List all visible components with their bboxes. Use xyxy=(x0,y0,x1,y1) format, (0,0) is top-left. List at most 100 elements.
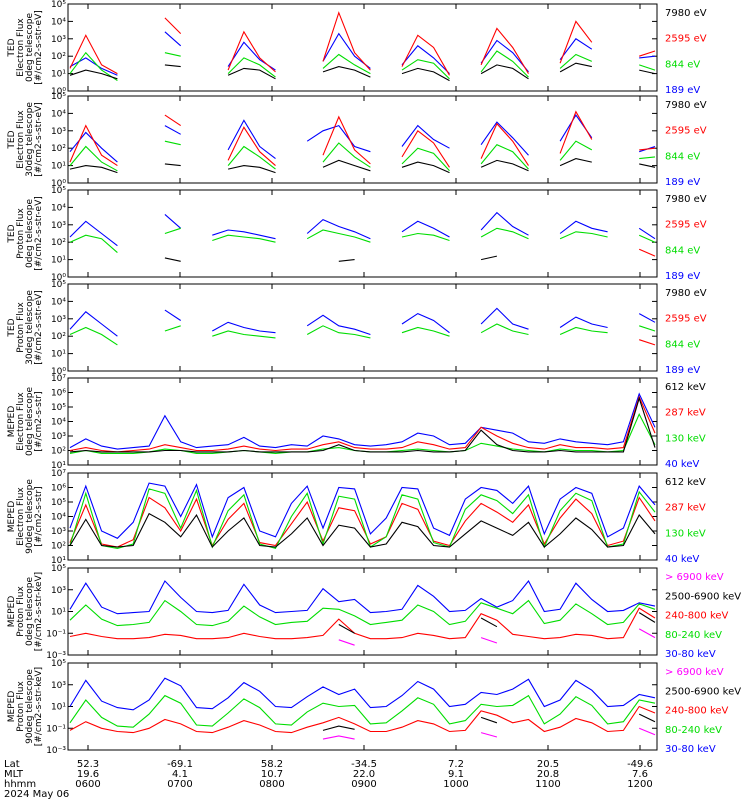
footer-mlt-value: 22.0 xyxy=(353,769,375,780)
ylabel-line: [#/cm2-s-str-eV] xyxy=(34,102,44,177)
ylabel-line: [#/cm2-s-str-eV] xyxy=(34,290,44,365)
y-tick-label: 10⁴ xyxy=(51,109,66,119)
legend-entry: > 6900 keV xyxy=(665,667,724,678)
y-tick-label: 10⁻³ xyxy=(46,746,66,756)
legend-entry: 2595 eV xyxy=(665,126,707,137)
legend-entry: 2595 eV xyxy=(665,314,707,325)
footer-hhmm-value: 1100 xyxy=(535,779,560,790)
panel-2: 10⁰ 10¹ 10² 10³ 10⁴ 10⁵ TEDProton Flux0deg tel… xyxy=(7,186,707,283)
footer-mlt-value: 19.6 xyxy=(77,769,99,780)
panel-0: 10⁰ 10¹ 10² 10³ 10⁴ 10⁵ TEDElectron Flux0deg t… xyxy=(7,0,707,97)
series-line-red xyxy=(69,395,656,453)
ylabel-line: 0deg telescope xyxy=(25,387,35,457)
legend-entry: > 6900 keV xyxy=(665,572,724,583)
legend-entry: 40 keV xyxy=(665,459,699,470)
y-tick-label: 10³ xyxy=(51,432,66,442)
series-line-green xyxy=(69,140,656,172)
legend-entry: 844 eV xyxy=(665,339,700,350)
panel-ylabel: MEPEDElectron Flux0deg telescope[#/cm2-s… xyxy=(7,387,44,457)
footer-mlt-value: 10.7 xyxy=(261,769,283,780)
legend-entry: 2500-6900 keV xyxy=(665,591,741,602)
y-tick-label: 10⁻¹ xyxy=(46,724,66,734)
ylabel-line: [#/cm2-s-str] xyxy=(34,391,44,451)
footer-lat-value: 20.5 xyxy=(537,759,559,770)
y-tick-label: 10⁰ xyxy=(51,367,66,377)
plot-frame xyxy=(67,3,658,92)
y-tick-label: 10¹ xyxy=(51,350,66,360)
y-tick-label: 10² xyxy=(51,238,66,248)
ylabel-line: Proton Flux xyxy=(16,208,26,259)
series-line-green xyxy=(69,227,656,254)
series-line-red xyxy=(69,607,656,640)
legend-entry: 130 keV xyxy=(665,528,706,539)
ylabel-line: Proton Flux xyxy=(16,302,26,353)
y-tick-label: 10⁻¹ xyxy=(46,629,66,639)
ylabel-line: Proton Flux xyxy=(16,681,26,732)
y-tick-label: 10² xyxy=(51,332,66,342)
series-line-red xyxy=(639,339,656,346)
footer-hhmm-value: 0800 xyxy=(259,779,284,790)
series-line-green xyxy=(69,488,656,550)
ylabel-line: 0deg telescope xyxy=(25,577,35,647)
y-tick-label: 10⁴ xyxy=(51,297,66,307)
panel-ylabel: TEDProton Flux30deg telescope[#/cm2-s-st… xyxy=(7,290,44,365)
y-tick-label: 10² xyxy=(51,144,66,154)
footer-hhmm-value: 0600 xyxy=(75,779,100,790)
legend-entry: 30-80 keV xyxy=(665,744,716,755)
series-line-red xyxy=(69,705,656,734)
series-line-blue xyxy=(69,482,656,539)
series-line-blue xyxy=(69,392,656,450)
footer-date: 2024 May 06 xyxy=(4,789,69,800)
y-tick-label: 10¹ xyxy=(51,256,66,266)
footer-hhmm-value: 0700 xyxy=(167,779,192,790)
footer-hhmm-value: 0900 xyxy=(351,779,376,790)
y-tick-label: 10¹ xyxy=(51,162,66,172)
series-line-blue xyxy=(69,211,656,247)
ylabel-line: 0deg telescope xyxy=(25,199,35,269)
y-tick-label: 10² xyxy=(51,542,66,552)
footer-lat-value: 52.3 xyxy=(77,759,99,770)
series-line-red xyxy=(69,11,656,76)
footer-mlt-value: 7.6 xyxy=(632,769,648,780)
panel-6: 10⁻³ 10⁻¹ 10¹ 10³ 10⁵ MEPEDProton Flux0deg te… xyxy=(7,564,741,661)
panel-1: 10⁰ 10¹ 10² 10³ 10⁴ 10⁵ TEDElectron Flux30deg … xyxy=(7,92,707,189)
y-tick-label: 10³ xyxy=(51,35,66,45)
y-tick-label: 10¹ xyxy=(51,608,66,618)
y-tick-label: 10³ xyxy=(51,586,66,596)
footer-hhmm-label: hhmm xyxy=(4,779,36,790)
panel-ylabel: MEPEDProton Flux0deg telescope[#/cm2-s-s… xyxy=(7,572,44,651)
series-line-red xyxy=(69,496,656,548)
legend-entry: 612 keV xyxy=(665,382,706,393)
y-tick-label: 10¹ xyxy=(51,703,66,713)
ylabel-line: TED xyxy=(7,38,17,57)
y-tick-label: 10⁶ xyxy=(51,389,66,399)
series-line-blue xyxy=(69,677,656,711)
ylabel-line: 90deg telescope xyxy=(25,479,35,554)
y-tick-label: 10⁶ xyxy=(51,484,66,494)
footer-lat-label: Lat xyxy=(4,759,20,770)
ylabel-line: [#/cm2-s-str-eV] xyxy=(34,196,44,271)
ylabel-line: MEPED xyxy=(7,501,17,533)
series-line-green xyxy=(69,599,656,627)
footer-mlt-label: MLT xyxy=(4,769,24,780)
legend-entry: 80-240 keV xyxy=(665,630,722,641)
footer-lat-value: 7.2 xyxy=(448,759,464,770)
series-line-blue xyxy=(69,307,656,337)
series-line-green xyxy=(69,694,656,728)
ylabel-line: [#/cm2-s-str-keV] xyxy=(34,667,44,746)
legend-entry: 2595 eV xyxy=(665,34,707,45)
ylabel-line: MEPED xyxy=(7,596,17,628)
footer-lat-value: -49.6 xyxy=(627,759,653,770)
y-tick-label: 10³ xyxy=(51,315,66,325)
legend-entry: 130 keV xyxy=(665,433,706,444)
legend-entry: 7980 eV xyxy=(665,194,707,205)
series-line-red xyxy=(638,248,656,257)
panel-7: 10⁻³ 10⁻¹ 10¹ 10³ 10⁵ MEPEDProton Flux90deg t… xyxy=(7,659,741,756)
panel-3: 10⁰ 10¹ 10² 10³ 10⁴ 10⁵ TEDProton Flux30deg te… xyxy=(7,280,707,377)
footer-mlt-value: 4.1 xyxy=(172,769,188,780)
ylabel-line: Electron Flux xyxy=(16,18,26,77)
y-tick-label: 10⁷ xyxy=(51,374,66,384)
series-line-red xyxy=(69,110,656,168)
